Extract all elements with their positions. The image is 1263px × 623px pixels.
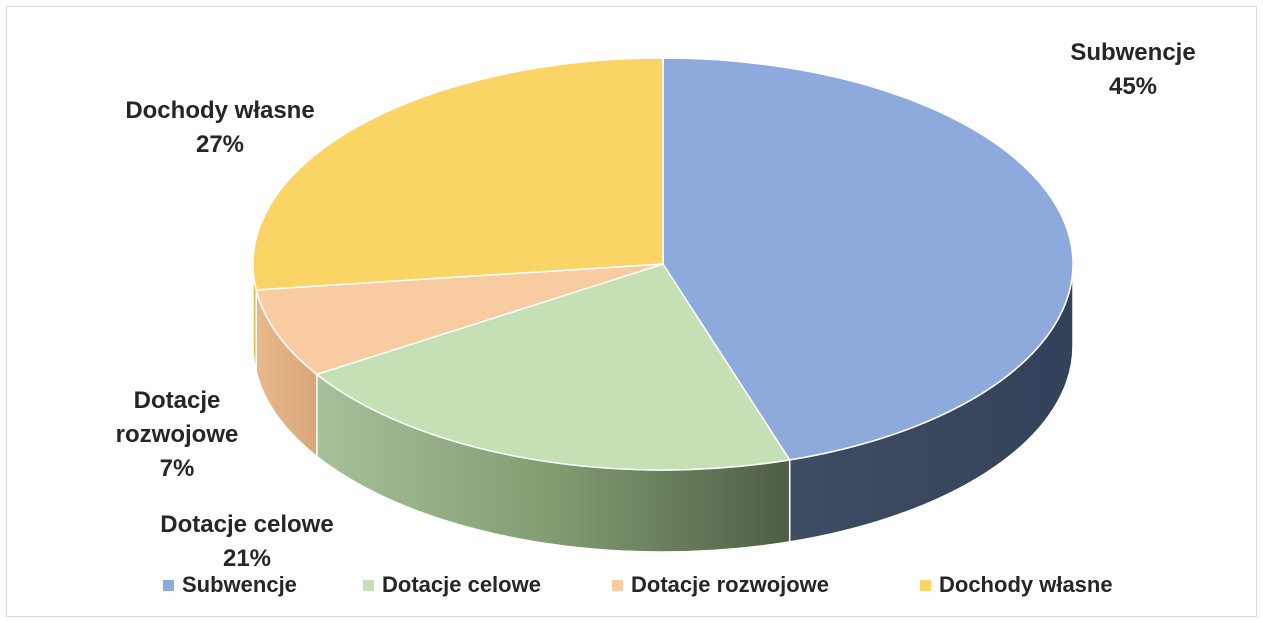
- legend: Subwencje Dotacje celowe Dotacje rozwojowe…: [163, 572, 1113, 597]
- legend-swatch: [612, 580, 623, 591]
- legend-item-dochody-wlasne[interactable]: Dochody własne: [920, 572, 1113, 597]
- legend-label: Subwencje: [182, 572, 297, 597]
- data-label-dotacje-celowe: Dotacje celowe 21%: [160, 511, 333, 572]
- pie-slice-dotacje-rozwojowe[interactable]: [255, 263, 664, 376]
- legend-item-subwencje[interactable]: Subwencje: [163, 572, 297, 597]
- pie-slice-subwencje[interactable]: [662, 57, 1074, 461]
- legend-label: Dochody własne: [939, 572, 1113, 597]
- legend-item-dotacje-celowe[interactable]: Dotacje celowe: [363, 572, 541, 597]
- legend-item-dotacje-rozwojowe[interactable]: Dotacje rozwojowe: [612, 572, 829, 597]
- data-label-dochody-wlasne: Dochody własne 27%: [125, 97, 314, 158]
- pie-slice-dochody-wlasne[interactable]: [252, 57, 664, 291]
- legend-swatch: [920, 580, 931, 591]
- data-label-dotacje-rozwojowe: Dotacje rozwojowe 7%: [116, 387, 239, 482]
- legend-swatch: [363, 580, 374, 591]
- legend-label: Dotacje rozwojowe: [631, 572, 829, 597]
- data-label-subwencje: Subwencje 45%: [1070, 39, 1195, 100]
- pie-slice-dotacje-celowe[interactable]: [315, 263, 791, 471]
- legend-label: Dotacje celowe: [382, 572, 541, 597]
- legend-swatch: [163, 580, 174, 591]
- chart-frame: [6, 6, 1257, 617]
